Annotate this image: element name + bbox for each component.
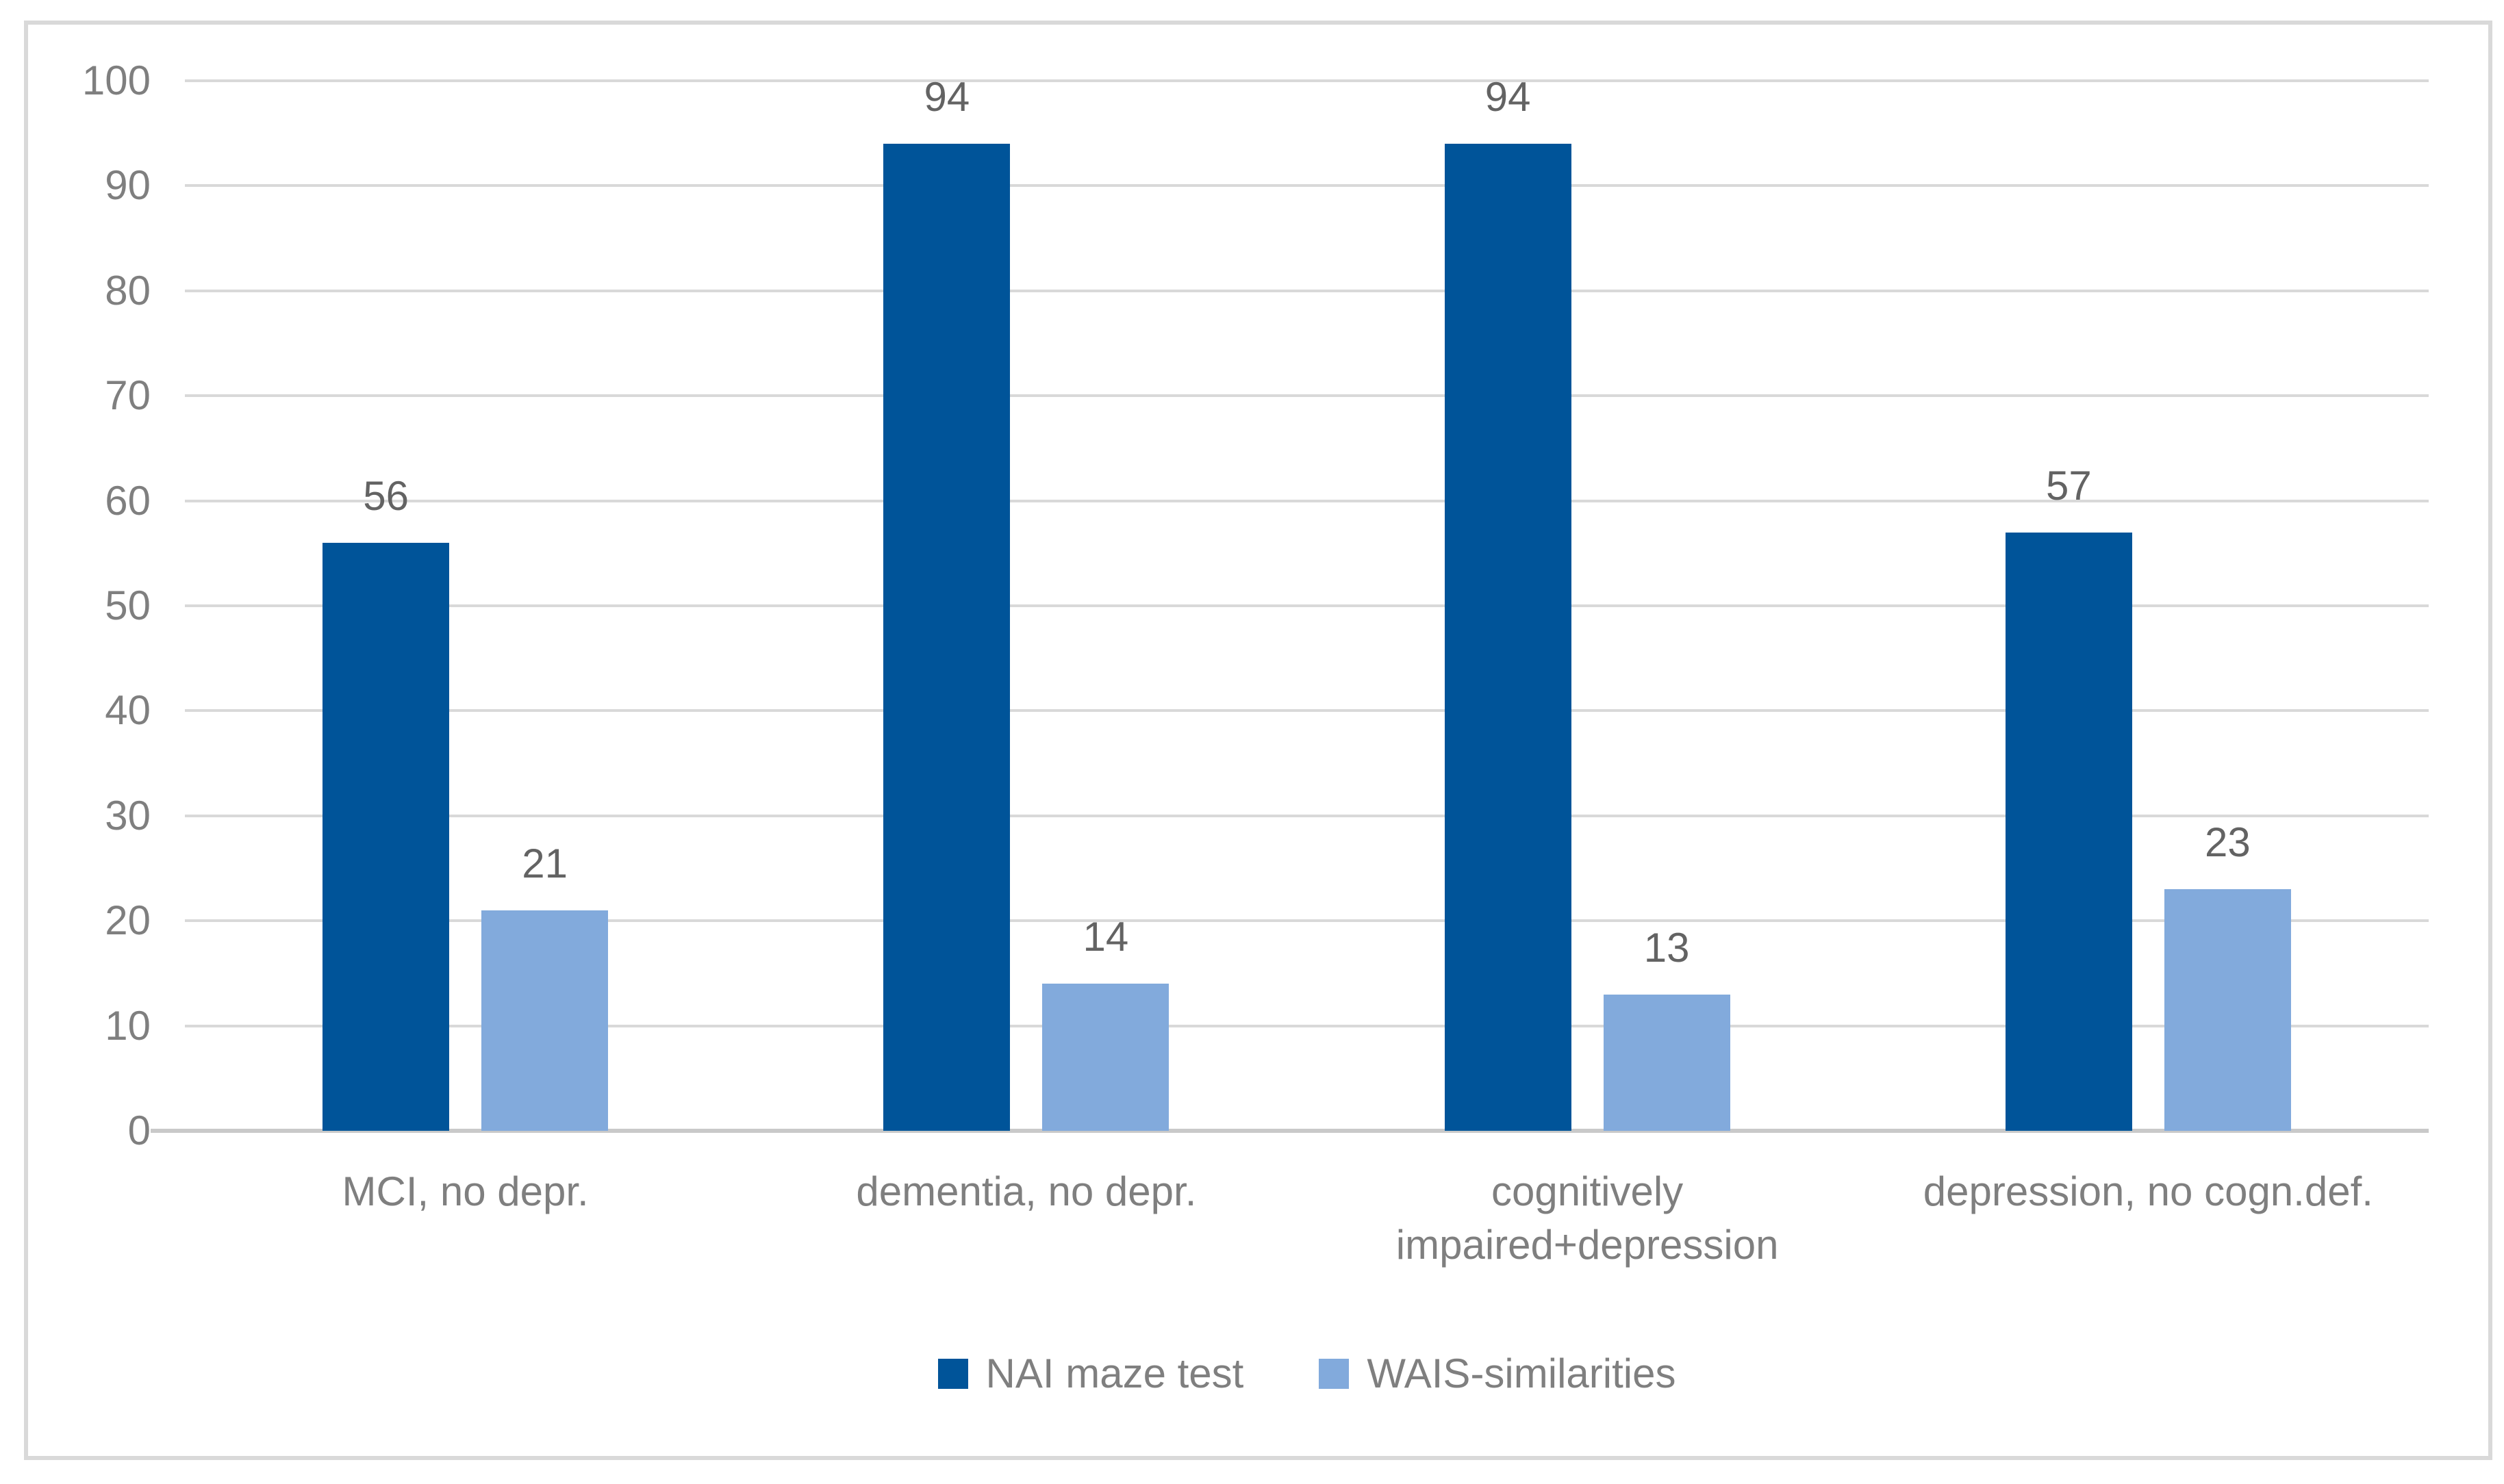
gridline-70 bbox=[185, 394, 2429, 398]
data-label-wais-similarities-depression-no-cogn-def: 23 bbox=[2205, 819, 2251, 865]
legend: NAI maze test WAIS-similarities bbox=[185, 1350, 2429, 1397]
bar-wais-similarities-depression-no-cogn-def bbox=[2164, 889, 2291, 1131]
bar-nai-maze-test-cognitively-impaired-depression bbox=[1444, 144, 1571, 1131]
legend-label-nai-maze-test: NAI maze test bbox=[985, 1351, 1244, 1396]
y-tick-label-30: 30 bbox=[105, 792, 151, 839]
y-tick-label-100: 100 bbox=[81, 57, 151, 103]
gridline-30 bbox=[185, 814, 2429, 817]
y-tick-label-90: 90 bbox=[105, 162, 151, 209]
y-tick-label-20: 20 bbox=[105, 897, 151, 944]
gridline-10 bbox=[185, 1024, 2429, 1027]
bar-wais-similarities-mci-no-depr bbox=[481, 910, 609, 1131]
legend-item-nai-maze-test: NAI maze test bbox=[937, 1350, 1244, 1397]
bar-wais-similarities-cognitively-impaired-depression bbox=[1603, 995, 1730, 1131]
plot-area: 0 10 20 30 40 50 60 70 80 90 100 56 21 MCI, no depr. 9… bbox=[82, 60, 2429, 1268]
y-tick-label-50: 50 bbox=[105, 583, 151, 628]
x-axis-line bbox=[151, 1129, 2429, 1133]
category-label-dementia-no-depr: dementia, no depr. bbox=[856, 1168, 1197, 1214]
y-tick-label-70: 70 bbox=[105, 372, 151, 419]
legend-item-wais-similarities: WAIS-similarities bbox=[1319, 1350, 1675, 1397]
bar-nai-maze-test-depression-no-cogn-def bbox=[2005, 533, 2132, 1131]
y-tick-label-60: 60 bbox=[105, 477, 151, 524]
data-label-nai-maze-test-mci-no-depr: 56 bbox=[363, 473, 409, 519]
bar-nai-maze-test-mci-no-depr bbox=[323, 543, 450, 1131]
bar-nai-maze-test-dementia-no-depr bbox=[883, 144, 1011, 1131]
data-label-wais-similarities-dementia-no-depr: 14 bbox=[1083, 914, 1129, 960]
data-label-nai-maze-test-depression-no-cogn-def: 57 bbox=[2046, 463, 2092, 509]
y-tick-label-40: 40 bbox=[105, 687, 151, 734]
category-label-depression-no-cogn-def: depression, no cogn.def. bbox=[1923, 1168, 2373, 1214]
gridline-100 bbox=[185, 79, 2429, 82]
data-label-nai-maze-test-cognitively-impaired-depression: 94 bbox=[1484, 74, 1531, 120]
category-label-cognitively-impaired-depression: cognitively impaired+depression bbox=[1395, 1168, 1779, 1268]
data-label-wais-similarities-cognitively-impaired-depression: 13 bbox=[1643, 925, 1690, 971]
data-label-nai-maze-test-dementia-no-depr: 94 bbox=[924, 74, 970, 120]
bar-wais-similarities-dementia-no-depr bbox=[1042, 984, 1169, 1131]
gridline-60 bbox=[185, 499, 2429, 502]
category-label-mci-no-depr: MCI, no depr. bbox=[342, 1168, 589, 1214]
y-tick-label-80: 80 bbox=[105, 267, 151, 314]
y-tick-label-0: 0 bbox=[127, 1108, 151, 1153]
gridline-20 bbox=[185, 919, 2429, 923]
gridline-80 bbox=[185, 289, 2429, 292]
y-tick-label-10: 10 bbox=[105, 1002, 151, 1049]
legend-swatch-dark-blue-icon bbox=[937, 1358, 968, 1389]
legend-label-wais-similarities: WAIS-similarities bbox=[1367, 1351, 1676, 1396]
legend-swatch-light-blue-icon bbox=[1319, 1358, 1350, 1389]
gridline-50 bbox=[185, 604, 2429, 607]
data-label-wais-similarities-mci-no-depr: 21 bbox=[522, 841, 568, 886]
gridline-40 bbox=[185, 709, 2429, 713]
gridline-90 bbox=[185, 184, 2429, 188]
